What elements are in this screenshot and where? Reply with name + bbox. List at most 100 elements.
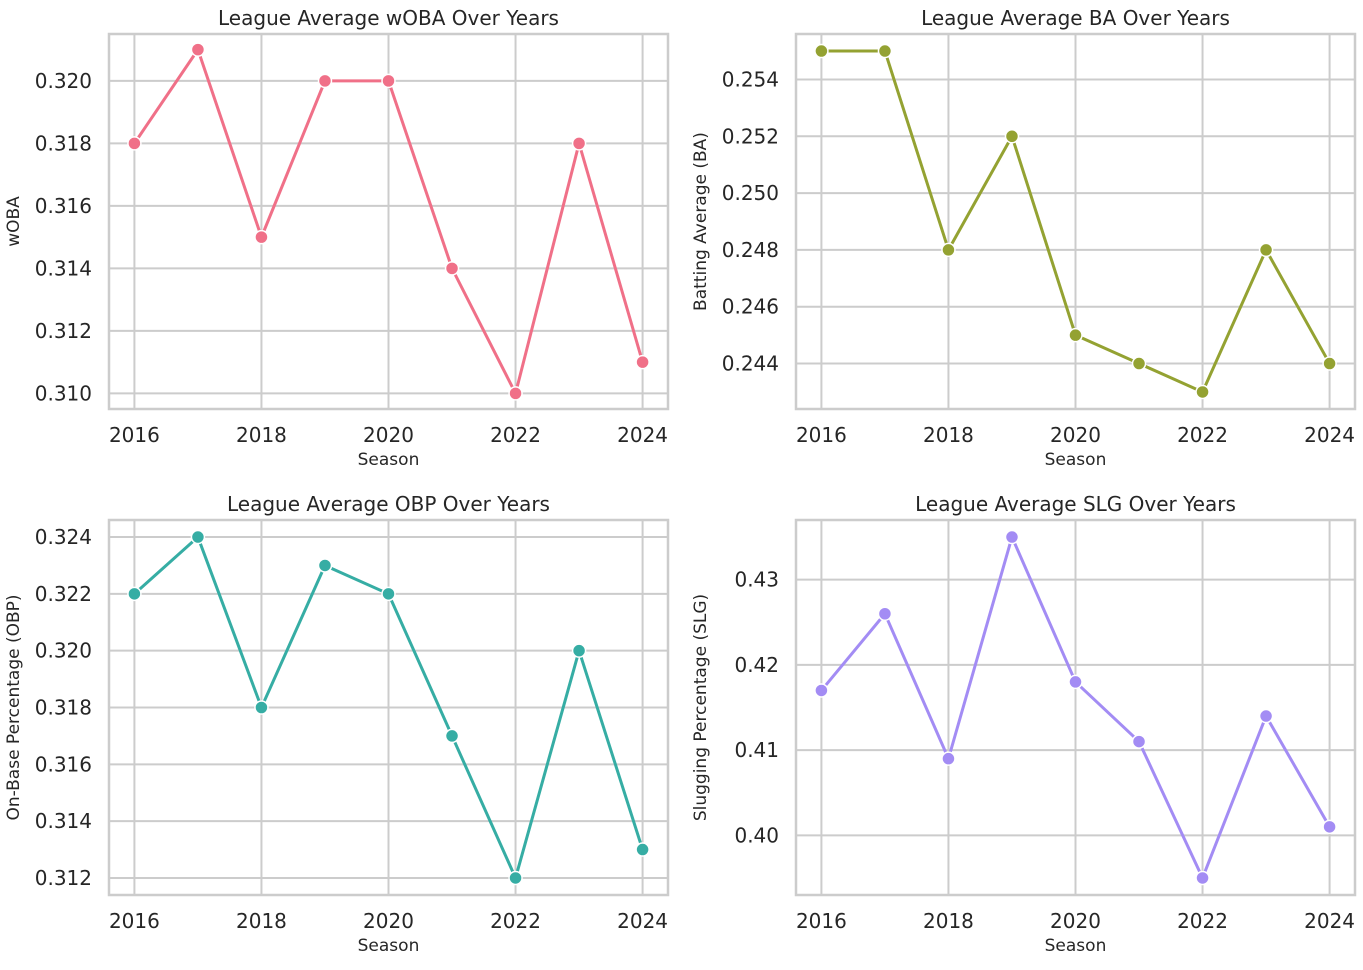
chart-title-woba: League Average wOBA Over Years bbox=[218, 6, 559, 30]
y-tick-label-obp: 0.318 bbox=[35, 696, 92, 720]
y-tick-label-obp: 0.324 bbox=[35, 525, 92, 549]
y-tick-label-woba: 0.312 bbox=[35, 319, 92, 343]
x-tick-label-woba: 2022 bbox=[490, 423, 541, 447]
plot-frame-slg bbox=[794, 518, 1357, 897]
y-axis-label-slg: Slugging Percentage (SLG) bbox=[691, 594, 711, 821]
y-axis-label-obp: On-Base Percentage (OBP) bbox=[4, 594, 24, 820]
x-tick-label-slg: 2020 bbox=[1050, 909, 1101, 933]
y-tick-label-slg: 0.40 bbox=[734, 823, 779, 847]
plot-frame-woba bbox=[107, 32, 670, 411]
data-point-obp bbox=[190, 529, 206, 545]
x-axis-label-slg: Season bbox=[1045, 936, 1107, 956]
y-axis-label-woba: wOBA bbox=[4, 196, 24, 247]
data-point-woba bbox=[190, 42, 206, 57]
data-point-obp bbox=[444, 728, 460, 744]
data-point-slg bbox=[1195, 870, 1210, 886]
chart-title-obp: League Average OBP Over Years bbox=[227, 492, 550, 516]
data-point-ba bbox=[1322, 356, 1337, 371]
data-point-slg bbox=[877, 606, 893, 621]
x-tick-label-woba: 2016 bbox=[109, 423, 160, 447]
y-tick-label-slg: 0.43 bbox=[734, 568, 779, 592]
data-point-woba bbox=[444, 261, 460, 276]
data-point-obp bbox=[317, 558, 333, 573]
data-point-obp bbox=[508, 870, 523, 886]
x-tick-label-obp: 2020 bbox=[363, 909, 414, 933]
plot-frame-obp bbox=[107, 518, 670, 897]
data-point-woba bbox=[508, 386, 523, 401]
data-point-obp bbox=[571, 643, 587, 658]
x-tick-label-obp: 2024 bbox=[617, 909, 668, 933]
y-tick-label-ba: 0.254 bbox=[722, 67, 779, 91]
x-tick-label-obp: 2022 bbox=[490, 909, 541, 933]
data-point-obp bbox=[381, 586, 396, 602]
data-point-slg bbox=[1068, 674, 1083, 690]
x-axis-label-obp: Season bbox=[358, 936, 420, 956]
data-point-slg bbox=[941, 751, 956, 766]
y-tick-label-obp: 0.320 bbox=[35, 639, 92, 663]
x-tick-label-ba: 2018 bbox=[923, 423, 974, 447]
chart-title-ba: League Average BA Over Years bbox=[921, 6, 1230, 30]
data-point-slg bbox=[814, 683, 829, 698]
data-point-woba bbox=[381, 73, 396, 89]
y-tick-label-woba: 0.310 bbox=[35, 381, 92, 405]
data-point-ba bbox=[814, 43, 829, 59]
data-point-woba bbox=[635, 354, 650, 370]
chart-panel-obp: 2016 2018 2020 2022 2024 0.312 0.314 0.316 0.318… bbox=[4, 492, 670, 956]
x-tick-label-obp: 2018 bbox=[236, 909, 287, 933]
data-point-slg bbox=[1131, 734, 1147, 749]
y-tick-label-obp: 0.316 bbox=[35, 752, 92, 776]
y-tick-label-slg: 0.42 bbox=[734, 653, 779, 677]
x-tick-label-slg: 2016 bbox=[796, 909, 847, 933]
data-point-obp bbox=[127, 586, 142, 602]
x-tick-label-ba: 2022 bbox=[1177, 423, 1228, 447]
y-tick-label-obp: 0.312 bbox=[35, 866, 92, 890]
x-tick-label-obp: 2016 bbox=[109, 909, 160, 933]
data-point-ba bbox=[1195, 384, 1210, 400]
chart-title-slg: League Average SLG Over Years bbox=[915, 492, 1236, 516]
y-tick-label-obp: 0.322 bbox=[35, 582, 92, 606]
x-tick-label-slg: 2024 bbox=[1304, 909, 1355, 933]
data-point-woba bbox=[254, 229, 269, 245]
x-tick-label-woba: 2024 bbox=[617, 423, 668, 447]
data-point-woba bbox=[571, 136, 587, 151]
data-point-woba bbox=[317, 73, 333, 89]
y-tick-label-woba: 0.314 bbox=[35, 256, 92, 280]
plot-frame-ba bbox=[794, 32, 1357, 411]
y-tick-label-ba: 0.252 bbox=[722, 124, 779, 148]
y-tick-label-ba: 0.244 bbox=[722, 352, 779, 376]
x-tick-label-ba: 2016 bbox=[796, 423, 847, 447]
data-point-slg bbox=[1322, 819, 1337, 835]
data-point-ba bbox=[877, 43, 893, 59]
x-tick-label-woba: 2018 bbox=[236, 423, 287, 447]
x-tick-label-ba: 2024 bbox=[1304, 423, 1355, 447]
y-axis-label-ba: Batting Average (BA) bbox=[691, 132, 711, 311]
data-point-slg bbox=[1004, 529, 1020, 545]
data-point-ba bbox=[1258, 242, 1274, 258]
y-tick-label-slg: 0.41 bbox=[734, 738, 779, 762]
x-tick-label-slg: 2018 bbox=[923, 909, 974, 933]
y-tick-label-woba: 0.320 bbox=[35, 69, 92, 93]
chart-panel-ba: 2016 2018 2020 2022 2024 0.244 0.246 0.248 0.250… bbox=[691, 6, 1357, 470]
y-tick-label-ba: 0.248 bbox=[722, 238, 779, 262]
x-tick-label-ba: 2020 bbox=[1050, 423, 1101, 447]
x-axis-label-woba: Season bbox=[358, 450, 420, 470]
y-tick-label-ba: 0.246 bbox=[722, 295, 779, 319]
data-point-ba bbox=[1004, 129, 1020, 144]
x-axis-label-ba: Season bbox=[1045, 450, 1107, 470]
data-point-obp bbox=[254, 700, 269, 715]
data-point-woba bbox=[127, 136, 142, 151]
data-point-ba bbox=[941, 242, 956, 258]
y-tick-label-woba: 0.316 bbox=[35, 194, 92, 218]
data-point-ba bbox=[1068, 327, 1083, 343]
y-tick-label-woba: 0.318 bbox=[35, 131, 92, 155]
chart-panel-slg: 2016 2018 2020 2022 2024 0.40 0.41 0.42 0.43 Leag… bbox=[691, 492, 1357, 956]
chart-panel-woba: 2016 2018 2020 2022 2024 0.310 0.312 0.314 0.316… bbox=[4, 6, 670, 470]
data-point-ba bbox=[1131, 356, 1147, 371]
y-tick-label-obp: 0.314 bbox=[35, 809, 92, 833]
y-tick-label-ba: 0.250 bbox=[722, 181, 779, 205]
x-tick-label-slg: 2022 bbox=[1177, 909, 1228, 933]
data-point-obp bbox=[635, 842, 650, 857]
data-point-slg bbox=[1258, 708, 1274, 724]
